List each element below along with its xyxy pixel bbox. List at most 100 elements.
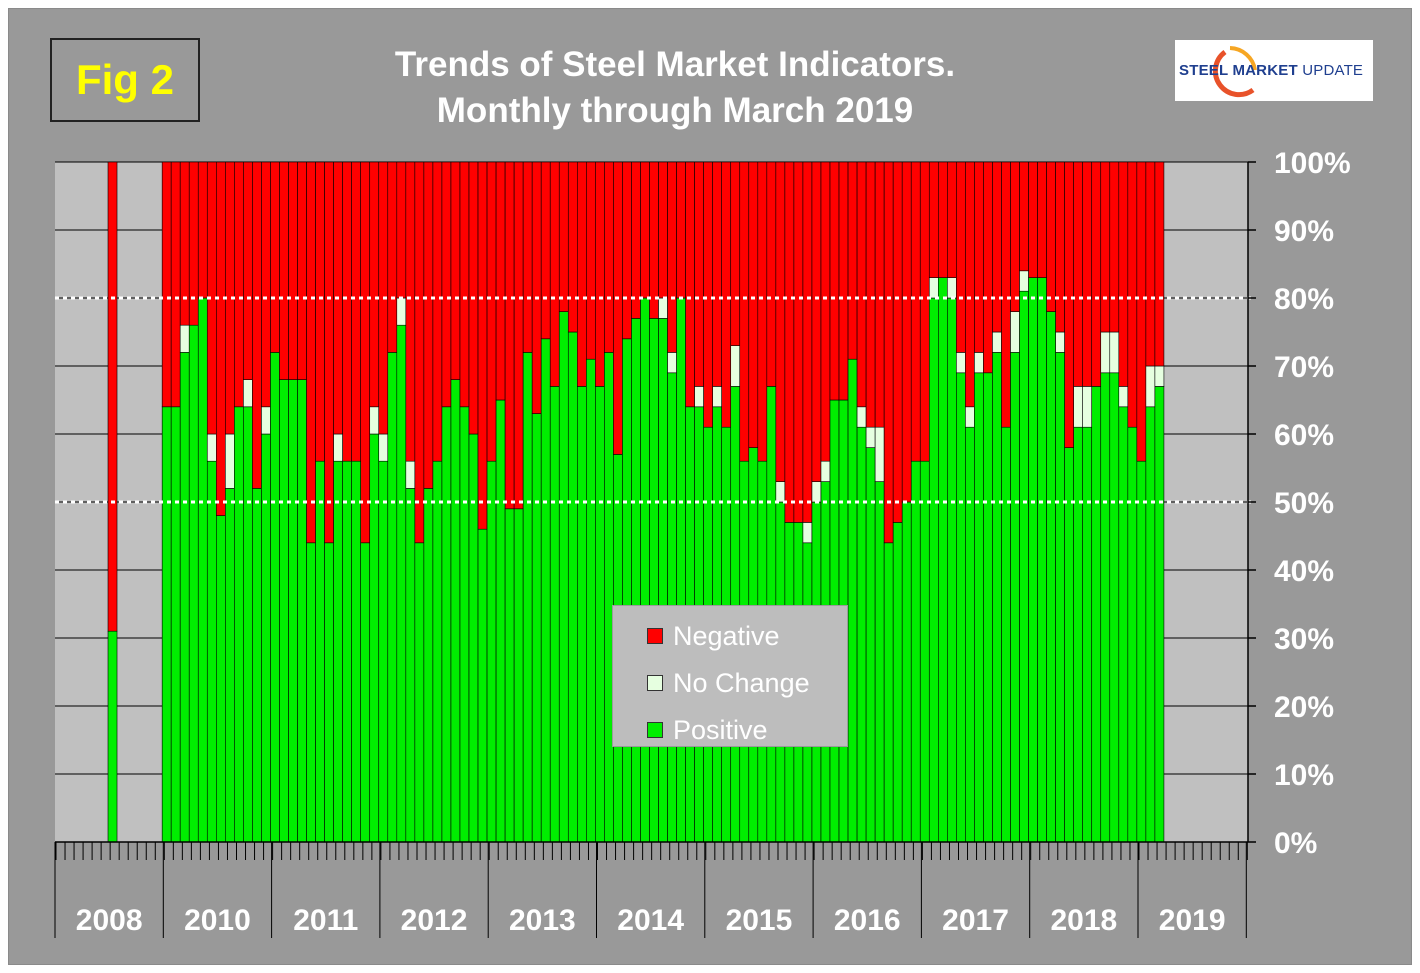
bar-positive: [315, 460, 325, 843]
bar-positive: [161, 406, 172, 843]
bar-no-change: [694, 386, 704, 408]
bar-negative: [342, 161, 352, 462]
bar-positive: [1073, 426, 1084, 843]
bar-negative: [649, 161, 659, 319]
bar-positive: [342, 460, 352, 843]
bar-negative: [351, 161, 361, 462]
chart-title-line-2: Monthly through March 2019: [436, 91, 914, 130]
bar-no-change: [243, 379, 253, 408]
bar-negative: [667, 161, 677, 353]
bar-no-change: [179, 324, 190, 353]
bar-positive: [369, 433, 380, 843]
x-tick-labels: 2008 2010 2011 2012 2013 2014 2015 2016 2017 2018…: [76, 904, 1226, 937]
bar-positive: [378, 460, 389, 843]
bar-positive: [883, 542, 894, 843]
bar-positive: [188, 324, 199, 843]
logo-swoosh-icon: [1212, 46, 1257, 98]
bar-negative: [748, 161, 759, 448]
bar-negative: [793, 161, 804, 523]
y-tick-label: 70%: [1274, 351, 1334, 384]
bar-positive: [351, 460, 361, 843]
chart-title-line-1: Trends of Steel Market Indicators.: [394, 45, 956, 84]
bar-positive: [468, 433, 479, 843]
bar-negative: [197, 161, 208, 299]
bar-no-change: [928, 277, 939, 299]
bar-no-change: [1073, 386, 1084, 428]
bar-positive: [892, 522, 903, 843]
bar-positive: [306, 542, 316, 843]
logo-word-update: UPDATE: [1302, 62, 1364, 79]
bar-positive: [965, 426, 975, 843]
bar-no-change: [956, 352, 966, 374]
bar-positive: [333, 460, 343, 843]
bar-positive: [243, 406, 253, 843]
bar-negative: [315, 161, 325, 462]
bar-negative: [369, 161, 380, 408]
bar-negative: [161, 161, 172, 408]
bar-no-change: [856, 406, 867, 428]
x-tick-label: 2019: [1159, 904, 1226, 937]
y-tick-label: 80%: [1274, 283, 1334, 316]
bar-negative: [324, 161, 334, 544]
chart-title: Trends of Steel Market Indicators. Month…: [340, 42, 1010, 134]
bar-no-change: [712, 386, 722, 408]
bar-positive: [649, 318, 659, 843]
bar-positive: [1154, 386, 1165, 843]
bar-negative: [983, 161, 993, 374]
bar-positive: [441, 406, 452, 843]
bar-positive: [576, 386, 587, 843]
bar-positive: [405, 488, 416, 843]
bar-negative: [188, 161, 199, 326]
legend-swatch-negative: [647, 628, 663, 644]
steel-market-update-logo: STEEL MARKET UPDATE: [1175, 40, 1373, 101]
legend-label-positive: Positive: [673, 714, 768, 745]
bar-negative: [179, 161, 190, 326]
bar-negative: [1127, 161, 1138, 428]
bar-positive: [1127, 426, 1138, 843]
bar-no-change: [1082, 386, 1093, 428]
bar-negative: [775, 161, 786, 482]
axes: [54, 161, 1256, 938]
y-tick-label: 100%: [1274, 147, 1351, 180]
bar-no-change: [965, 406, 975, 428]
bar-positive: [1064, 447, 1074, 843]
bar-no-change: [730, 345, 741, 387]
bar-positive: [586, 358, 596, 843]
bar-no-change: [811, 481, 822, 503]
bar-positive: [1109, 372, 1120, 843]
x-tick-label: 2017: [942, 904, 1009, 937]
bar-negative: [396, 161, 407, 299]
bar-negative: [1154, 161, 1165, 367]
chart-legend: Negative No Change Positive: [612, 605, 848, 747]
logo-word-market: MARKET: [1232, 62, 1298, 79]
bar-negative: [919, 161, 930, 462]
bar-negative: [676, 161, 686, 299]
bar-negative: [658, 161, 668, 299]
bar-positive: [658, 318, 668, 843]
bar-positive: [459, 406, 470, 843]
bar-negative: [1019, 161, 1029, 272]
bar-no-change: [396, 297, 407, 326]
bar-positive: [252, 488, 262, 843]
bar-negative: [405, 161, 416, 462]
bar-negative: [721, 161, 732, 428]
bar-negative: [820, 161, 831, 462]
bar-negative: [865, 161, 876, 428]
bar-positive: [423, 488, 434, 843]
bar-negative: [1055, 161, 1065, 333]
bar-negative: [613, 161, 623, 455]
bar-no-change: [1109, 331, 1120, 374]
bar-no-change: [369, 406, 380, 435]
bar-positive: [549, 386, 560, 843]
bar-no-change: [667, 352, 677, 374]
bar-positive: [956, 372, 966, 843]
bar-negative: [730, 161, 741, 346]
bar-negative: [252, 161, 262, 489]
bar-negative: [504, 161, 515, 510]
bar-negative: [640, 161, 650, 299]
bar-positive: [1100, 372, 1111, 843]
figure-label: Fig 2: [50, 38, 200, 122]
y-tick-label: 10%: [1274, 759, 1334, 792]
bar-negative: [901, 161, 912, 503]
